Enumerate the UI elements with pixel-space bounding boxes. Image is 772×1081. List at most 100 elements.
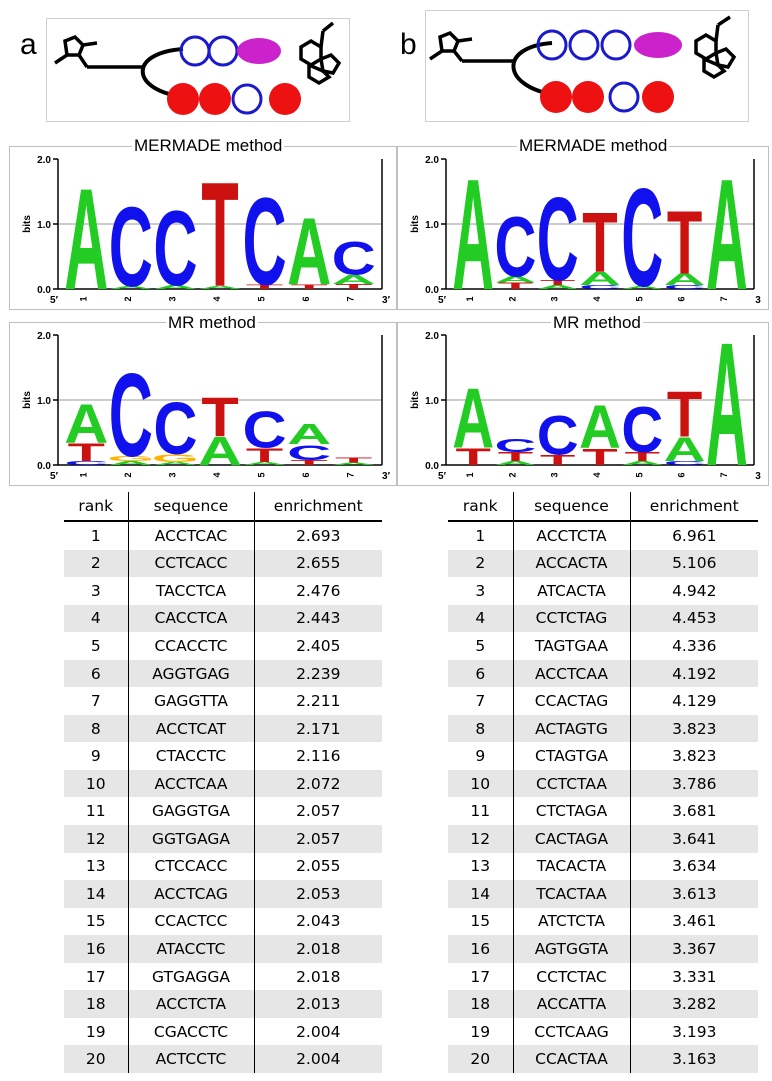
table-cell-rank: 12 xyxy=(64,825,128,853)
table-row: 14 ACCTCAG 2.053 xyxy=(64,880,382,908)
table-cell-rank: 6 xyxy=(64,659,128,688)
logo-letter-T: T xyxy=(68,438,106,466)
table-cell-sequence: ACCTCAC xyxy=(127,521,254,550)
table-cell-rank: 17 xyxy=(470,967,491,986)
table-cell-sequence: ACCTCTA xyxy=(127,990,254,1018)
position-label: 2 xyxy=(507,296,517,301)
y-tick-label: 0.0 xyxy=(425,461,439,472)
logo-letter-A: A xyxy=(579,393,621,462)
table-cell-sequence: TAGTGAA xyxy=(512,632,630,660)
table-row: 13 CTCCACC 2.055 xyxy=(64,852,382,881)
table-cell-sequence: ACCACTA xyxy=(512,549,630,578)
table-cell-rank: 11 xyxy=(470,802,491,821)
table-cell-rank: 16 xyxy=(448,935,513,963)
ring-icon xyxy=(568,29,600,61)
table-row: 15 ATCTCTA 3.461 xyxy=(448,907,758,936)
table-cell-rank: 1 xyxy=(475,526,486,545)
logo-letter-G: G xyxy=(107,455,155,463)
logo-letter-T: T xyxy=(455,444,490,471)
table-cell-rank: 5 xyxy=(90,636,101,655)
logo-letter-A: A xyxy=(243,461,287,466)
y-tick-label: 0.0 xyxy=(37,285,51,296)
table-cell-enrichment: 4.192 xyxy=(629,659,758,688)
table-cell-rank: 8 xyxy=(448,714,513,743)
logo-letter-A: A xyxy=(153,461,197,466)
table-cell-sequence: CCACTCC xyxy=(127,907,254,936)
logo-letter-T: T xyxy=(582,444,617,470)
logo-letter-A: A xyxy=(579,269,621,289)
table-cell-rank: 15 xyxy=(85,912,106,931)
table-cell-sequence: GAGGTTA xyxy=(127,687,254,715)
position-label: 3 xyxy=(550,472,560,477)
table-cell-rank: 5 xyxy=(475,636,486,655)
table-row: 14 TCACTAA 3.613 xyxy=(448,880,758,908)
schematic-b-drawing xyxy=(429,15,737,113)
backbone-linker-icon xyxy=(511,41,557,97)
position-label: 1 xyxy=(78,472,88,477)
table-cell-enrichment: 5.106 xyxy=(629,549,758,578)
logo-letter-T: T xyxy=(335,456,373,464)
table-cell-rank: 9 xyxy=(90,747,101,766)
logo-letter-C: C xyxy=(621,394,663,467)
table-cell-enrichment: 4.453 xyxy=(629,604,758,633)
y-tick-label: 2.0 xyxy=(37,155,51,166)
logo-letter-G: G xyxy=(152,452,200,464)
y-tick-label: 1.0 xyxy=(37,396,51,407)
fluorophore-right-icon xyxy=(299,21,342,86)
table-row: 12 CACTAGA 3.641 xyxy=(448,825,758,853)
column-header-rank: rank xyxy=(64,492,128,522)
disc-icon xyxy=(269,83,301,115)
y-tick-label: 2.0 xyxy=(425,331,439,342)
table-cell-enrichment: 2.655 xyxy=(253,549,382,578)
table-cell-enrichment: 3.163 xyxy=(629,1045,758,1073)
table-row: 15 CCACTCC 2.043 xyxy=(64,907,382,936)
fluorophore-right-icon xyxy=(694,15,737,80)
logo-letter-T: T xyxy=(290,459,328,467)
table-row: 8 ACCTCAT 2.171 xyxy=(64,714,382,743)
table-cell-rank: 11 xyxy=(85,802,106,821)
position-label: 1 xyxy=(465,296,475,301)
table-cell-rank: 20 xyxy=(64,1045,128,1073)
logo-letter-C: C xyxy=(494,199,536,295)
position-label: 3 xyxy=(167,472,177,477)
table-cell-enrichment: 3.193 xyxy=(629,1017,758,1046)
logo-letter-C: C xyxy=(153,389,197,471)
table-row: 9 CTAGTGA 3.823 xyxy=(448,742,758,770)
table-cell-enrichment: 3.681 xyxy=(629,797,758,826)
table-row: 4 CACCTCA 2.443 xyxy=(64,604,382,633)
y-axis-label: bits xyxy=(22,215,33,233)
schematic-a xyxy=(46,18,350,122)
logo-letter-C: C xyxy=(242,401,286,460)
ring-icon xyxy=(179,35,211,67)
table-cell-rank: 10 xyxy=(448,769,513,798)
logo-letter-T: T xyxy=(246,283,284,290)
table-cell-sequence: CCTCTAG xyxy=(512,604,630,633)
table-row: 6 AGGTGAG 2.239 xyxy=(64,659,382,688)
logo-a-mr-title: MR method xyxy=(166,313,258,333)
table-cell-enrichment: 2.057 xyxy=(253,825,382,853)
table-cell-sequence: CCACCTC xyxy=(127,632,254,660)
table-cell-rank: 7 xyxy=(90,692,101,711)
table-row: 17 GTGAGGA 2.018 xyxy=(64,962,382,991)
table-cell-rank: 18 xyxy=(448,990,513,1018)
table-row: 2 ACCACTA 5.106 xyxy=(448,549,758,578)
table-cell-rank: 2 xyxy=(448,549,513,578)
schematic-b xyxy=(425,10,749,122)
table-cell-rank: 9 xyxy=(475,747,486,766)
logo-letter-A: A xyxy=(64,159,108,309)
table-cell-enrichment: 3.641 xyxy=(629,825,758,853)
table-cell-sequence: ACCATTA xyxy=(512,990,630,1018)
table-row: 10 ACCTCAA 2.072 xyxy=(64,769,382,798)
logo-letter-A: A xyxy=(621,285,663,290)
logo-b-mermade: 2.0 1.0 0.0 bits 5′ 3 1 A 2 T A C 3 A T C 4 C A T 5 A C 6 C A T 7 A xyxy=(397,146,769,324)
table-cell-enrichment: 3.461 xyxy=(629,907,758,936)
table-cell-sequence: ATCACTA xyxy=(512,577,630,605)
table-cell-rank: 8 xyxy=(64,714,128,743)
table-row: 2 CCTCACC 2.655 xyxy=(64,549,382,578)
column-header-enrichment: enrichment xyxy=(253,492,382,522)
table-cell-sequence: CTCTAGA xyxy=(512,797,630,826)
y-tick-label: 1.0 xyxy=(425,396,439,407)
table-cell-sequence: CCTCAAG xyxy=(512,1017,630,1046)
